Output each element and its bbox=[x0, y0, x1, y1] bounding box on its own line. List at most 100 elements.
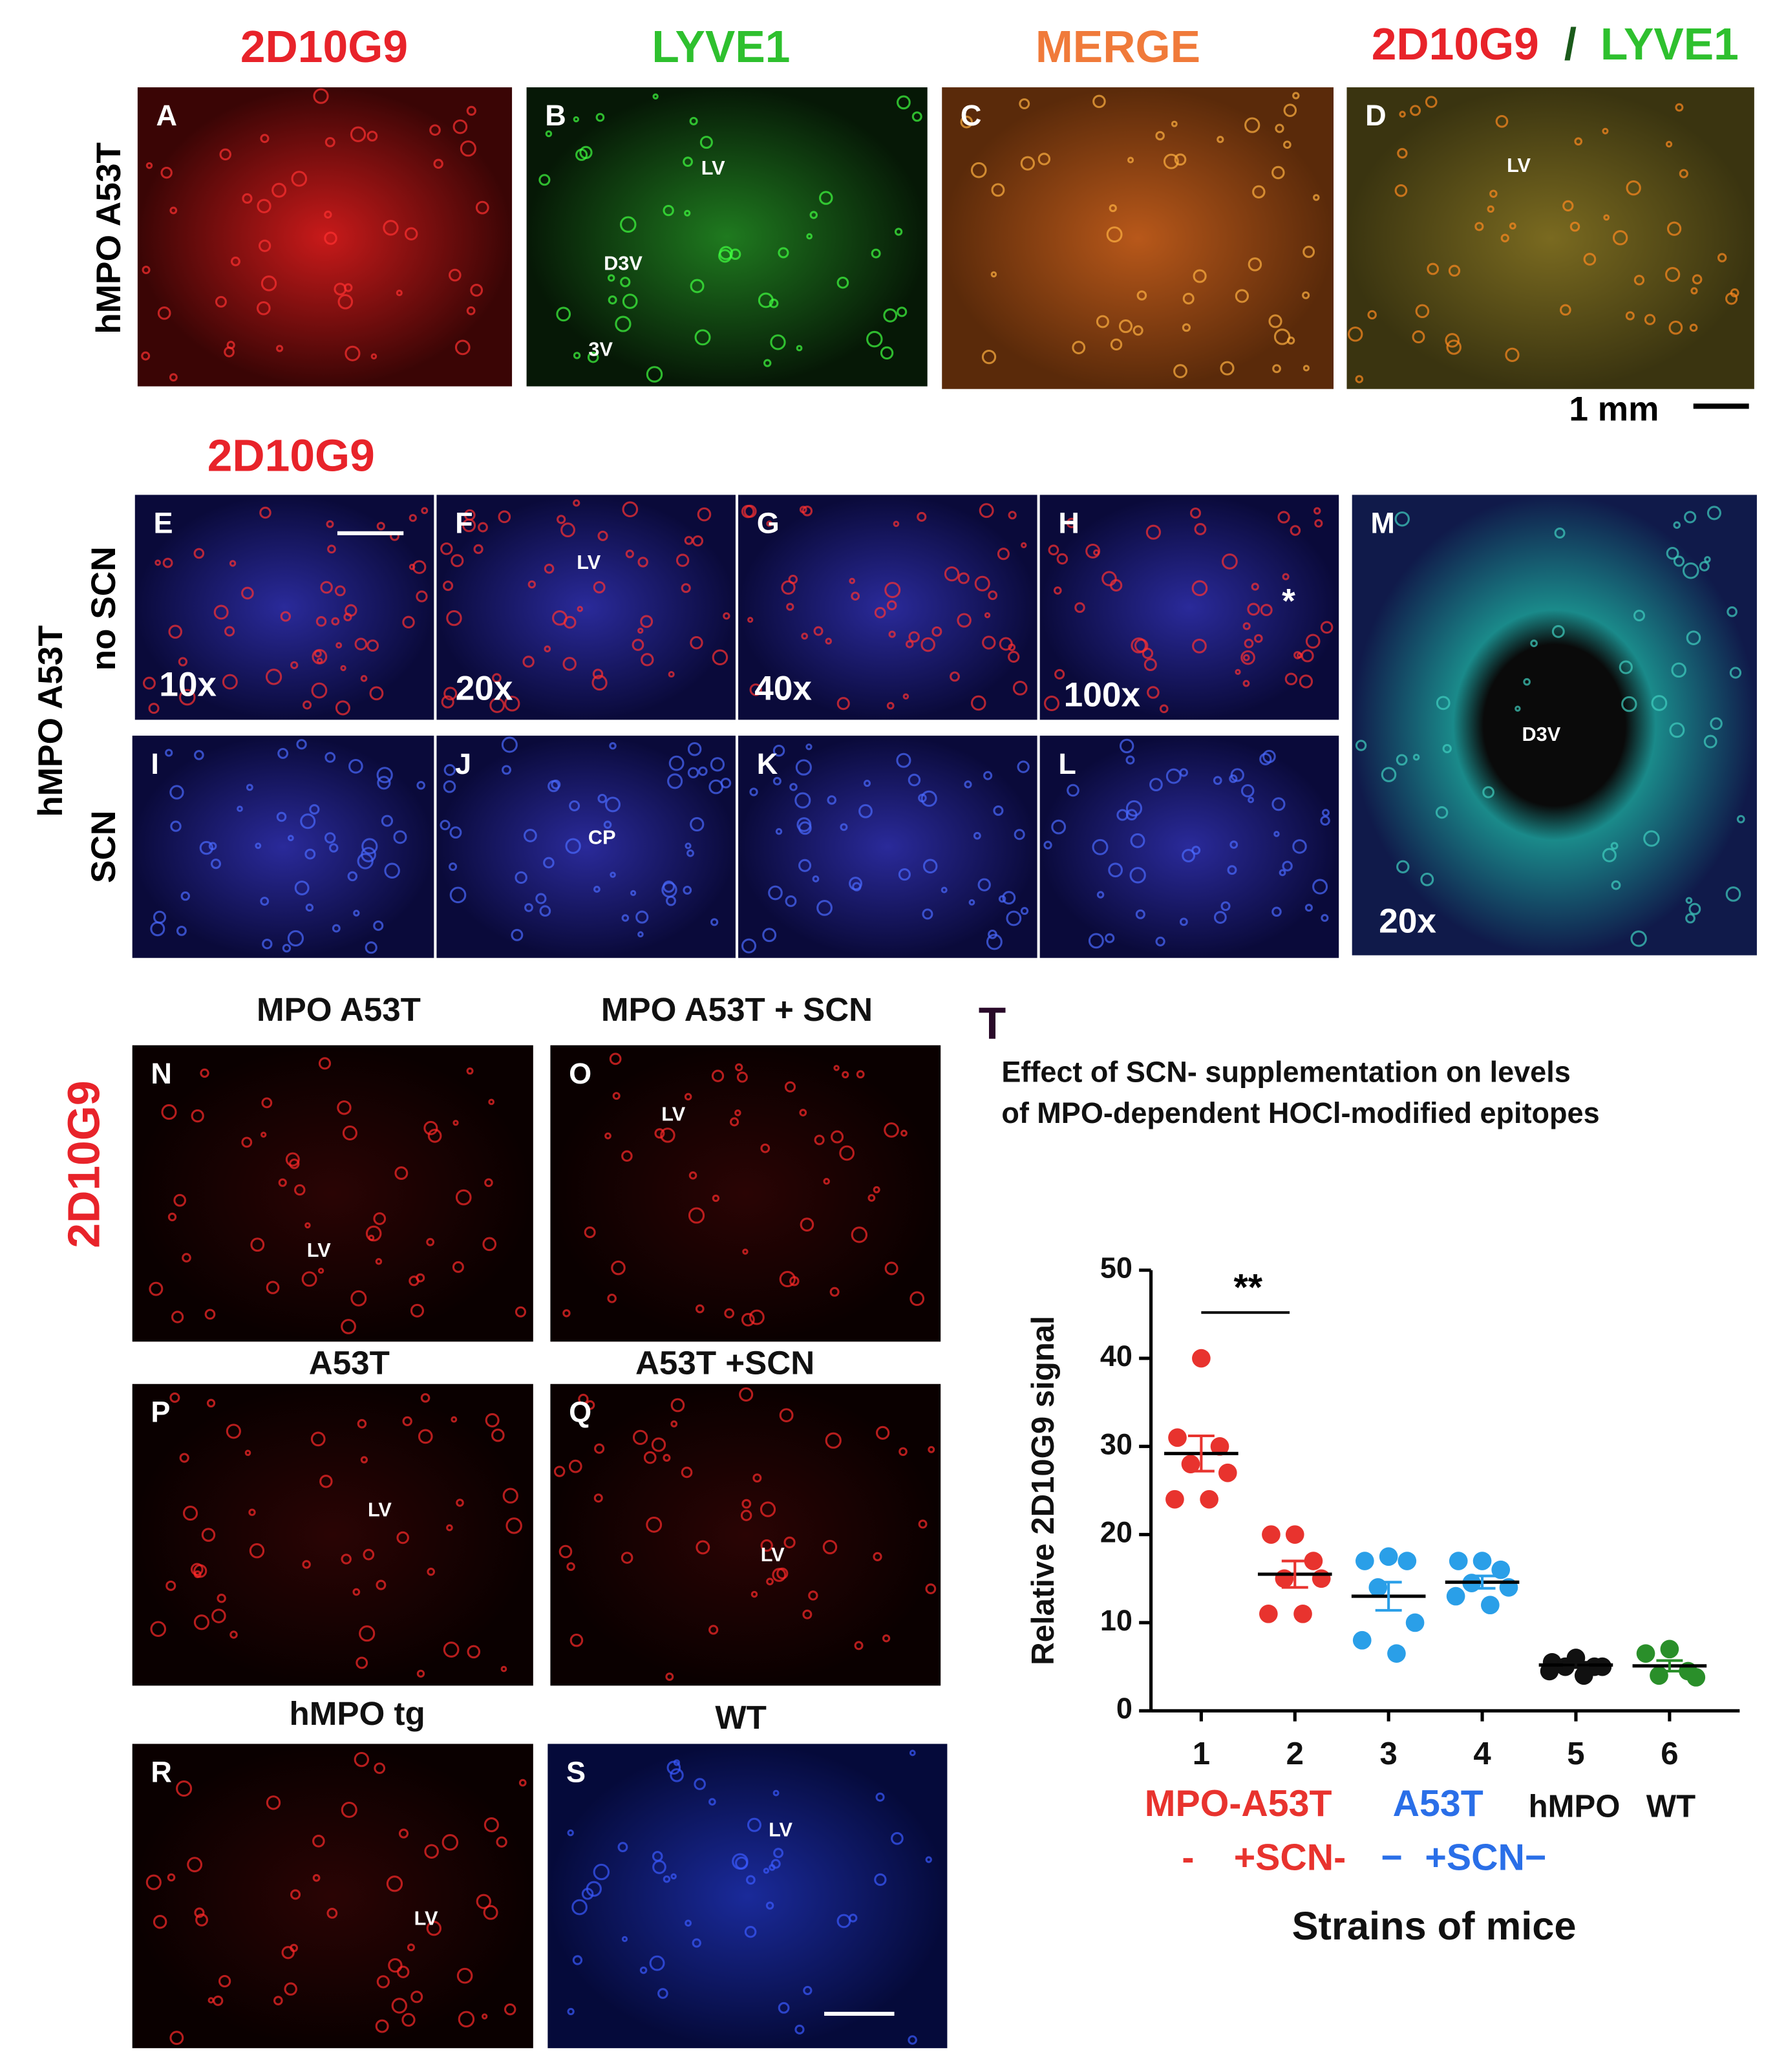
texture-dot bbox=[615, 315, 632, 332]
panel-label: LV bbox=[661, 1102, 685, 1125]
texture-dot bbox=[443, 1641, 460, 1658]
texture-dot bbox=[383, 220, 399, 236]
texture-dot bbox=[341, 1554, 352, 1565]
texture-dot bbox=[1247, 603, 1260, 616]
texture-dot bbox=[466, 306, 476, 315]
micrograph bbox=[1039, 495, 1339, 720]
texture-dot bbox=[337, 294, 354, 310]
texture-dot bbox=[167, 1212, 177, 1222]
texture-dot bbox=[1320, 621, 1334, 634]
texture-dot bbox=[786, 603, 794, 611]
texture-dot bbox=[1489, 189, 1498, 198]
group-label: +SCN- bbox=[1234, 1837, 1346, 1879]
texture-dot bbox=[394, 1166, 409, 1180]
data-point bbox=[1312, 1569, 1331, 1588]
texture-dot bbox=[161, 1104, 177, 1120]
texture-dot bbox=[193, 1564, 207, 1578]
data-point bbox=[1636, 1644, 1655, 1663]
texture-dot bbox=[609, 1052, 622, 1065]
texture-dot bbox=[813, 626, 824, 636]
texture-dot bbox=[200, 1068, 209, 1078]
texture-dot bbox=[640, 615, 654, 628]
texture-dot bbox=[142, 266, 151, 275]
texture-dot bbox=[833, 1065, 840, 1071]
texture-dot bbox=[568, 1459, 582, 1473]
texture-dot bbox=[1302, 246, 1315, 258]
texture-dot bbox=[667, 773, 683, 789]
texture-dot bbox=[1500, 233, 1509, 242]
texture-dot bbox=[1630, 930, 1647, 947]
texture-dot bbox=[572, 1955, 583, 1965]
texture-dot bbox=[909, 1291, 925, 1307]
section-title: MPO A53T bbox=[257, 991, 421, 1028]
row-label: SCN bbox=[85, 811, 123, 883]
texture-dot bbox=[741, 1312, 755, 1327]
texture-dot bbox=[365, 941, 377, 954]
texture-dot bbox=[991, 183, 1005, 197]
texture-dot bbox=[496, 1836, 507, 1848]
texture-dot bbox=[341, 1801, 357, 1818]
texture-dot bbox=[259, 506, 271, 519]
texture-dot bbox=[304, 848, 316, 860]
texture-dot bbox=[979, 503, 994, 518]
texture-dot bbox=[806, 233, 813, 240]
texture-dot bbox=[581, 1888, 594, 1900]
texture-dot bbox=[262, 938, 273, 950]
texture-dot bbox=[275, 345, 284, 352]
texture-dot bbox=[849, 877, 863, 891]
error-bar bbox=[1656, 1659, 1683, 1672]
data-point bbox=[1355, 1552, 1374, 1570]
texture-dot bbox=[1685, 897, 1693, 904]
texture-dot bbox=[443, 764, 456, 776]
micrograph bbox=[132, 1383, 533, 1686]
panel-letter: I bbox=[151, 747, 159, 780]
texture-dot bbox=[215, 295, 227, 308]
texture-dot bbox=[595, 112, 605, 122]
texture-dot bbox=[1625, 311, 1635, 321]
texture-dot bbox=[324, 210, 332, 219]
texture-dot bbox=[800, 1217, 814, 1232]
texture-dot bbox=[610, 871, 616, 878]
texture-dot bbox=[1612, 230, 1628, 246]
texture-dot bbox=[621, 914, 630, 922]
texture-dot bbox=[1242, 654, 1250, 661]
texture-dot bbox=[182, 1506, 198, 1521]
texture-dot bbox=[284, 1982, 297, 1996]
texture-dot bbox=[1445, 333, 1460, 348]
texture-dot bbox=[1633, 610, 1645, 622]
texture-dot bbox=[360, 675, 368, 682]
texture-dot bbox=[401, 2013, 416, 2027]
texture-dot bbox=[324, 832, 336, 844]
texture-dot bbox=[898, 1447, 908, 1457]
panel-label: * bbox=[1282, 582, 1295, 620]
texture-dot bbox=[884, 1122, 899, 1138]
texture-dot bbox=[896, 753, 911, 768]
texture-dot bbox=[692, 1938, 701, 1948]
texture-dot bbox=[313, 88, 329, 104]
data-point bbox=[1405, 1613, 1425, 1632]
panel-label: D3V bbox=[604, 251, 643, 274]
texture-dot bbox=[1191, 580, 1208, 597]
texture-dot bbox=[193, 548, 205, 559]
texture-dot bbox=[244, 1449, 251, 1457]
texture-dot bbox=[1227, 865, 1237, 875]
texture-dot bbox=[632, 639, 644, 651]
texture-dot bbox=[1446, 339, 1462, 355]
texture-dot bbox=[684, 1093, 692, 1101]
texture-dot bbox=[456, 1967, 473, 1984]
texture-dot bbox=[1397, 147, 1408, 159]
texture-dot bbox=[1192, 638, 1207, 654]
texture-dot bbox=[1626, 180, 1641, 196]
panel-label: LV bbox=[368, 1498, 392, 1521]
texture-dot bbox=[670, 1420, 678, 1427]
texture-dot bbox=[918, 793, 927, 803]
texture-dot bbox=[964, 780, 972, 789]
texture-dot bbox=[1302, 291, 1310, 299]
texture-dot bbox=[593, 1863, 610, 1881]
texture-dot bbox=[902, 693, 909, 700]
texture-dot bbox=[369, 686, 384, 701]
texture-dot bbox=[452, 119, 468, 134]
texture-dot bbox=[823, 1178, 830, 1185]
texture-dot bbox=[324, 752, 336, 763]
texture-dot bbox=[1182, 849, 1196, 862]
